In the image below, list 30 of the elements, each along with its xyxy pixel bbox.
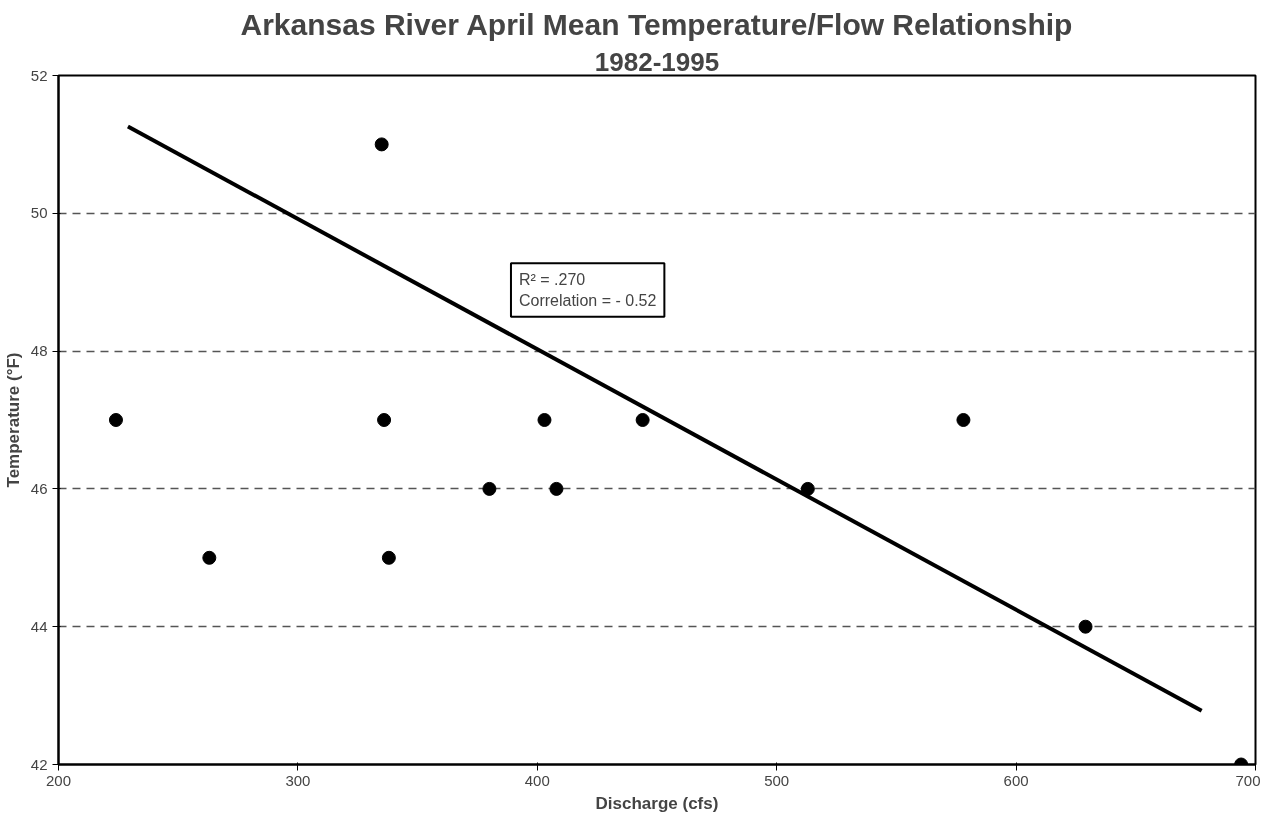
y-tick-label: 44 [30, 617, 48, 635]
y-tick-label: 50 [30, 204, 48, 222]
point [482, 481, 497, 496]
x-tick-label: 500 [764, 771, 790, 789]
y-tick-label: 42 [30, 755, 48, 773]
x-tick-label: 700 [1235, 771, 1261, 789]
x-tick-label: 200 [45, 771, 72, 789]
point [549, 481, 564, 496]
annotation: R² = .270 [518, 271, 586, 289]
x-tick-label: 400 [524, 771, 550, 789]
x-tick-label: 600 [1003, 771, 1029, 789]
point [1078, 619, 1093, 634]
point [800, 481, 815, 496]
y-tick-label: 48 [30, 342, 48, 360]
y-tick-label: 52 [30, 66, 48, 84]
chart-subtitle: 1982-1995 [594, 46, 720, 77]
point [377, 413, 392, 427]
annotation: Correlation = - 0.52 [518, 291, 657, 309]
x-tick-label: 300 [285, 771, 311, 789]
point [108, 413, 123, 427]
point [374, 137, 389, 152]
point [202, 550, 217, 565]
y-tick-label: 46 [30, 479, 48, 497]
point [635, 413, 650, 427]
x-axis-title: Discharge (cfs) [595, 793, 719, 813]
y-axis-title: Temperature (°F) [3, 352, 23, 488]
point [537, 413, 552, 427]
chart-title: Arkansas River April Mean Temperature/Flow Relationship [240, 7, 1073, 41]
point [381, 550, 396, 565]
point [956, 413, 971, 427]
